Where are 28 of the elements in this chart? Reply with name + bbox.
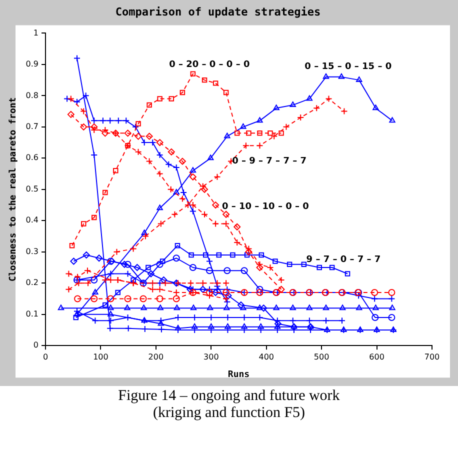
y-tick-label: 0.6: [26, 153, 39, 162]
y-tick-label: 0.3: [26, 246, 39, 256]
y-tick-label: 0.8: [26, 90, 39, 100]
y-tick-label: 0.1: [26, 309, 39, 318]
x-tick-label: 700: [424, 352, 440, 362]
x-tick-label: 500: [314, 352, 330, 362]
y-tick-label: 0.2: [26, 278, 39, 288]
caption: Figure 14 – ongoing and future work (kriging and function F5): [117, 388, 341, 422]
y-axis-title: Closeness to the real pareto front: [8, 97, 19, 282]
x-axis-title: Runs: [228, 370, 250, 380]
x-tick-label: 100: [93, 352, 108, 362]
x-tick-label: 0: [42, 352, 48, 362]
annotation: 0 – 10 – 10 – 0 – 0: [222, 202, 309, 212]
y-tick-label: 0.4: [26, 216, 39, 225]
annotation: 0 – 9 – 7 – 7 – 7: [232, 156, 306, 167]
x-tick-label: 600: [369, 352, 384, 362]
x-tick-label: 400: [258, 352, 274, 362]
x-tick-label: 200: [148, 352, 164, 362]
y-tick-label: 0.5: [26, 184, 39, 194]
y-tick-label: 1: [33, 28, 39, 38]
chart-title: Comparison of update strategies: [115, 5, 321, 18]
annotation: 0 – 15 – 0 – 15 – 0: [304, 62, 392, 72]
x-tick-label: 300: [204, 352, 219, 362]
y-tick-label: 0: [33, 340, 39, 350]
annotation: 0 – 20 – 0 – 0 – 0: [169, 60, 250, 70]
y-tick-label: 0.7: [26, 122, 39, 131]
y-tick-label: 0.9: [26, 60, 39, 69]
annotation: 9 – 7 – 0 – 7 – 7: [306, 255, 381, 266]
